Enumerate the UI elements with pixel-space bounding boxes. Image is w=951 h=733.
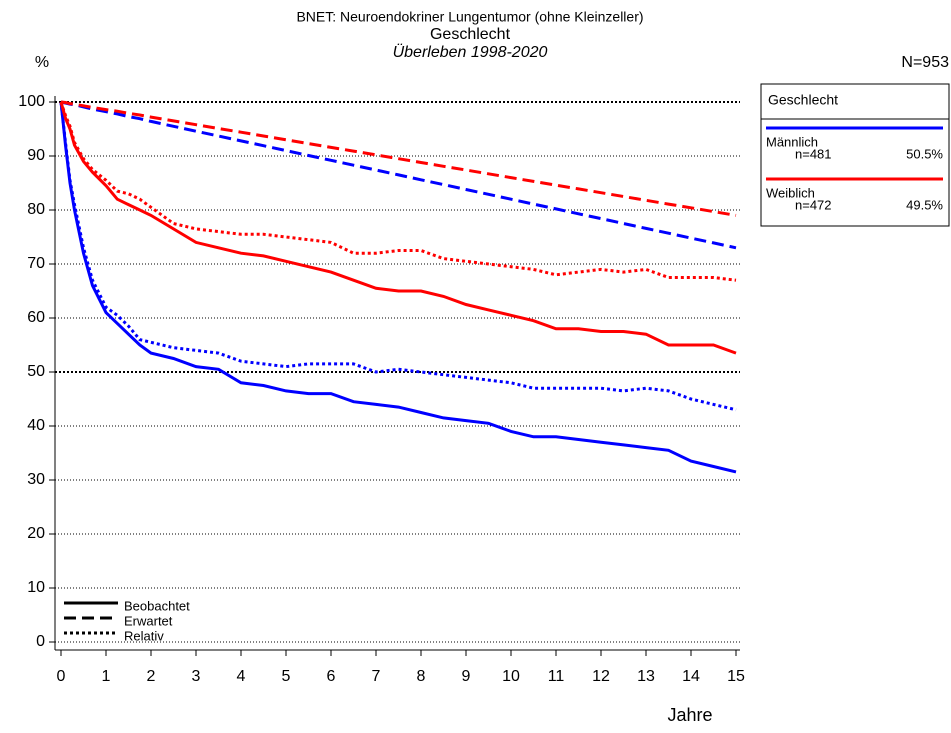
legend-label: Männlich [766,134,818,149]
chart-subtitle: Geschlecht [430,26,511,43]
x-tick-label: 4 [237,668,246,685]
x-tick-label: 11 [548,668,565,685]
legend-share: 50.5% [906,146,943,161]
x-tick-label: 6 [327,668,336,685]
legend-count: n=472 [795,197,832,212]
x-tick-label: 14 [682,668,700,685]
y-tick-label: 90 [27,147,45,164]
legend-count: n=481 [795,146,832,161]
survival-line [59,101,737,474]
chart-caption: Überleben 1998-2020 [393,43,548,61]
style-label: Erwartet [124,613,173,628]
y-axis-label: % [35,54,49,71]
style-label: Relativ [124,628,164,643]
x-tick-label: 5 [282,668,291,685]
x-tick-label: 2 [147,668,156,685]
x-tick-label: 7 [372,668,381,685]
survival-line [60,100,737,217]
legend-title: Geschlecht [768,92,838,108]
chart-title: BNET: Neuroendokriner Lungentumor (ohne … [296,9,643,25]
x-tick-label: 10 [502,668,520,685]
style-label: Beobachtet [124,598,190,613]
x-tick-label: 1 [102,668,111,685]
y-tick-label: 20 [27,525,45,542]
legend-label: Weiblich [766,185,815,200]
survival-line [59,101,737,355]
x-tick-label: 9 [462,668,471,685]
y-tick-label: 80 [27,201,45,218]
x-tick-label: 12 [592,668,610,685]
survival-line [59,101,737,412]
x-tick-label: 0 [57,668,66,685]
x-axis-label: Jahre [667,705,712,725]
x-tick-label: 3 [192,668,201,685]
y-tick-label: 10 [27,579,45,596]
y-tick-label: 60 [27,309,45,326]
y-tick-label: 40 [27,417,45,434]
x-tick-label: 13 [637,668,655,685]
y-tick-label: 50 [27,363,45,380]
y-tick-label: 0 [36,633,45,650]
legend-box [760,83,950,227]
survival-line [59,101,737,282]
legend-share: 49.5% [906,197,943,212]
x-tick-label: 15 [727,668,745,685]
y-tick-label: 30 [27,471,45,488]
survival-line [60,100,737,250]
y-tick-label: 70 [27,255,45,272]
x-tick-label: 8 [417,668,426,685]
y-tick-label: 100 [18,93,45,110]
total-count: N=953 [901,54,949,71]
